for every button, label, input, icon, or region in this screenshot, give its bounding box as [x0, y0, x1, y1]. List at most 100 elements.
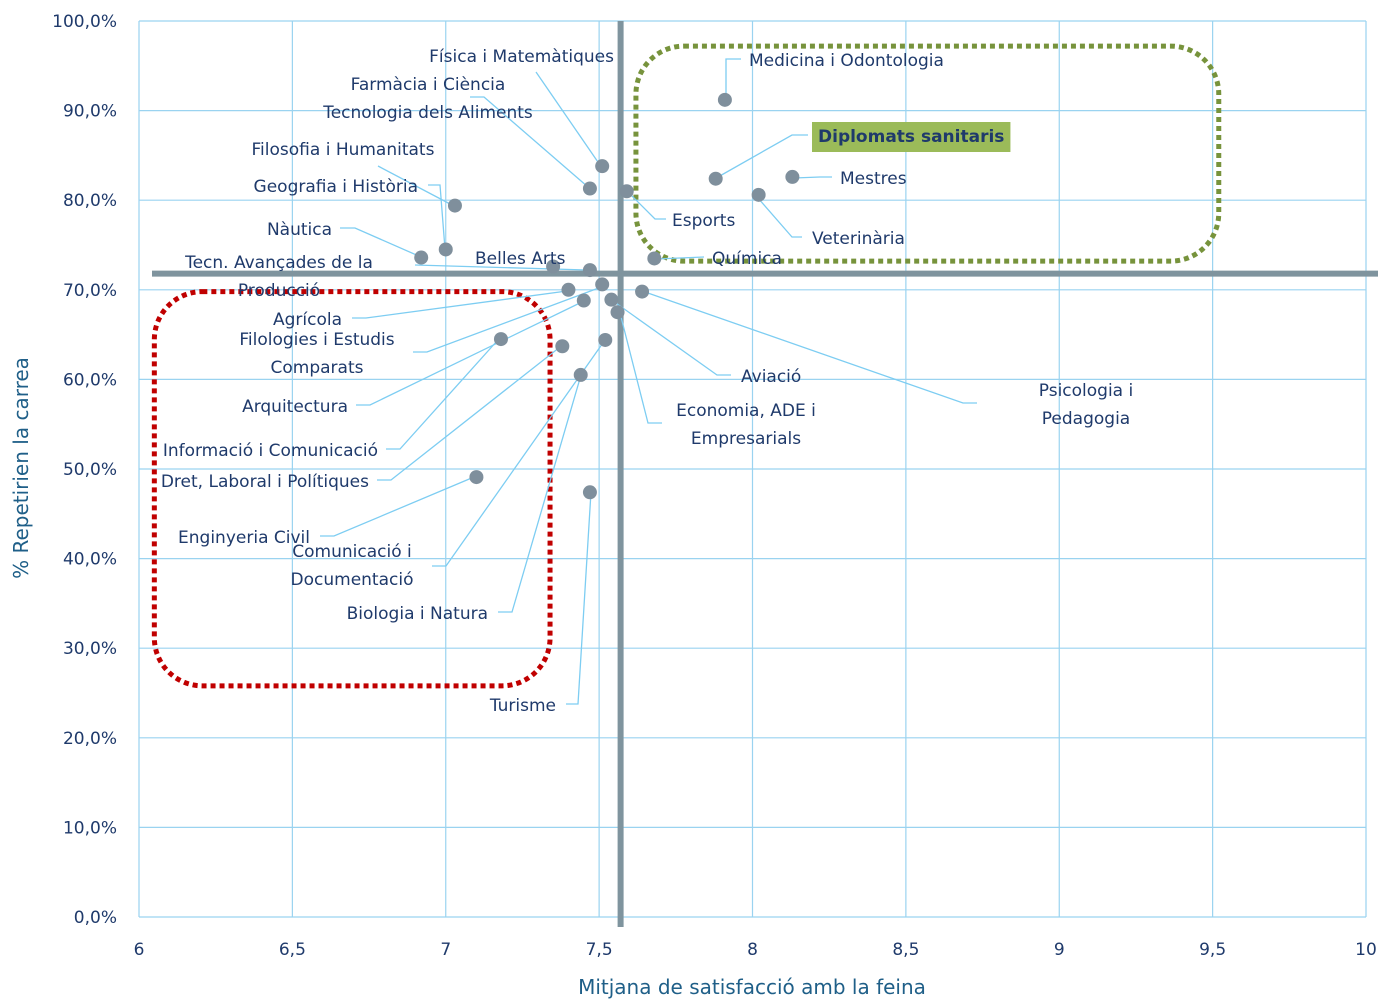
x-tick-label: 7,5 — [586, 940, 613, 960]
data-label-psicologia: Psicologia i Pedagogia — [1039, 381, 1133, 429]
point-diplomats-sanitaris — [708, 171, 723, 186]
point-arquitectura — [576, 293, 591, 308]
y-tick-label: 50,0% — [63, 460, 117, 480]
x-tick-labels: 6 6,5 7 7,5 8 8,5 9 9,5 10 — [134, 940, 1377, 960]
point-veterinaria — [751, 187, 766, 202]
leader-line-enginyeria — [320, 476, 475, 537]
data-label-informacio: Informació i Comunicació — [163, 441, 378, 461]
x-tick-label: 9 — [1054, 940, 1065, 960]
y-tick-label: 10,0% — [63, 818, 117, 838]
x-tick-label: 6 — [134, 940, 145, 960]
data-label-quimica: Química — [712, 249, 782, 269]
data-label-filologies: Filologies i Estudis Comparats — [239, 330, 394, 378]
data-label-fisica: Física i Matemàtiques — [429, 47, 614, 67]
data-label-enginyeria: Enginyeria Civil — [178, 528, 310, 548]
point-farmacia-i-ciencia-tecnologia-dels-aliments — [582, 181, 597, 196]
point-comunicacio-i-documentacio — [598, 332, 613, 347]
point-enginyeria-civil — [469, 470, 484, 485]
leader-lines — [320, 58, 977, 705]
data-label-agricola: Agrícola — [273, 310, 342, 330]
y-tick-label: 80,0% — [63, 191, 117, 211]
leader-line-veterinaria — [757, 197, 802, 238]
point-psicologia-i-pedagogia — [635, 284, 650, 299]
data-label-esports: Esports — [672, 211, 735, 231]
gridlines — [138, 20, 1367, 918]
leader-line-diplomats — [717, 134, 808, 178]
data-label-geografia: Geografia i Història — [254, 177, 418, 197]
data-label-dret: Dret, Laboral i Polítiques — [161, 472, 369, 492]
leader-line-geografia — [428, 184, 446, 250]
data-label-diplomats: Diplomats sanitaris — [818, 127, 1004, 147]
y-tick-label: 100,0% — [52, 12, 117, 32]
point-economia-ade-i-empresarials — [610, 305, 625, 320]
leader-line-fisica — [535, 71, 601, 166]
data-label-turisme: Turisme — [489, 696, 556, 716]
reference-lines — [152, 21, 1378, 927]
y-tick-label: 90,0% — [63, 102, 117, 122]
data-label-economia: Economia, ADE i Empresarials — [676, 401, 816, 449]
data-label-medicina: Medicina i Odontologia — [749, 51, 944, 71]
x-axis-title: Mitjana de satisfacció amb la feina — [578, 975, 926, 999]
y-tick-label: 20,0% — [63, 729, 117, 749]
y-tick-label: 70,0% — [63, 281, 117, 301]
data-label-nautica: Nàutica — [267, 220, 332, 240]
x-tick-label: 8 — [747, 940, 758, 960]
data-label-comunicacio: Comunicació i Documentació — [291, 542, 414, 590]
data-label-farmacia: Farmàcia i Ciència Tecnologia dels Alimen… — [322, 75, 533, 123]
y-tick-label: 60,0% — [63, 370, 117, 390]
data-label-arquitectura: Arquitectura — [242, 397, 348, 417]
point-quimica — [647, 251, 662, 266]
leader-line-psicologia — [644, 291, 977, 404]
highlight-region-top-right — [633, 43, 1222, 264]
data-label-tecn: Tecn. Avançades de la Producció — [184, 253, 373, 301]
data-labels: Medicina i Odontologia Física i Matemàtiq… — [161, 47, 1133, 716]
point-fisica-i-matematiques — [595, 159, 610, 174]
y-axis-title: % Repetirien la carrea — [9, 357, 33, 579]
data-label-bellesarts: Belles Arts — [475, 249, 566, 269]
point-informacio-i-comunicacio — [493, 332, 508, 347]
point-mestres — [785, 169, 800, 184]
data-label-highlight-box — [812, 122, 1011, 152]
point-esports — [619, 184, 634, 199]
leader-line-aviacio — [612, 300, 731, 376]
y-tick-label: 30,0% — [63, 639, 117, 659]
leader-line-filologies — [413, 285, 605, 353]
point-tecn-avancades-de-la-produccio — [582, 263, 597, 278]
x-tick-label: 7 — [440, 940, 451, 960]
point-filologies-i-estudis-comparats — [595, 277, 610, 292]
data-label-mestres: Mestres — [840, 169, 907, 189]
point-aviacio — [604, 292, 619, 307]
leader-line-biologia — [498, 374, 582, 613]
point-agricola — [561, 282, 576, 297]
point-turisme — [582, 485, 597, 500]
leader-line-agricola — [352, 290, 568, 319]
data-label-biologia: Biologia i Natura — [347, 604, 488, 624]
leader-line-comunicacio — [432, 339, 606, 567]
data-points — [414, 92, 800, 500]
leader-line-dret — [377, 346, 561, 481]
leader-line-farmacia — [470, 96, 589, 188]
leader-line-arquitectura — [356, 300, 585, 406]
point-filosofia-i-humanitats — [447, 198, 462, 213]
leader-line-medicina — [725, 58, 741, 98]
point-biologia-i-natura — [573, 367, 588, 382]
data-label-aviacio: Aviació — [741, 367, 801, 387]
leader-line-informacio — [386, 340, 498, 450]
leader-line-economia — [619, 312, 662, 424]
point-nautica — [414, 250, 429, 265]
y-tick-label: 0,0% — [74, 908, 117, 928]
y-tick-labels: 0,0% 10,0% 20,0% 30,0% 40,0% 50,0% 60,0% 70,0% 8… — [52, 12, 117, 928]
data-label-veterinaria: Veterinària — [812, 229, 905, 249]
point-medicina-i-odontologia — [717, 92, 732, 107]
highlight-regions — [151, 43, 1222, 689]
leader-line-filosofia — [377, 165, 453, 206]
leader-line-mestres — [793, 176, 832, 179]
leader-line-esports — [629, 193, 666, 220]
leader-line-nautica — [340, 227, 422, 258]
x-tick-label: 10 — [1355, 940, 1377, 960]
data-label-filosofia: Filosofia i Humanitats — [252, 140, 435, 160]
point-geografia-i-historia — [438, 242, 453, 257]
x-tick-label: 6,5 — [279, 940, 306, 960]
leader-line-quimica — [655, 256, 705, 260]
